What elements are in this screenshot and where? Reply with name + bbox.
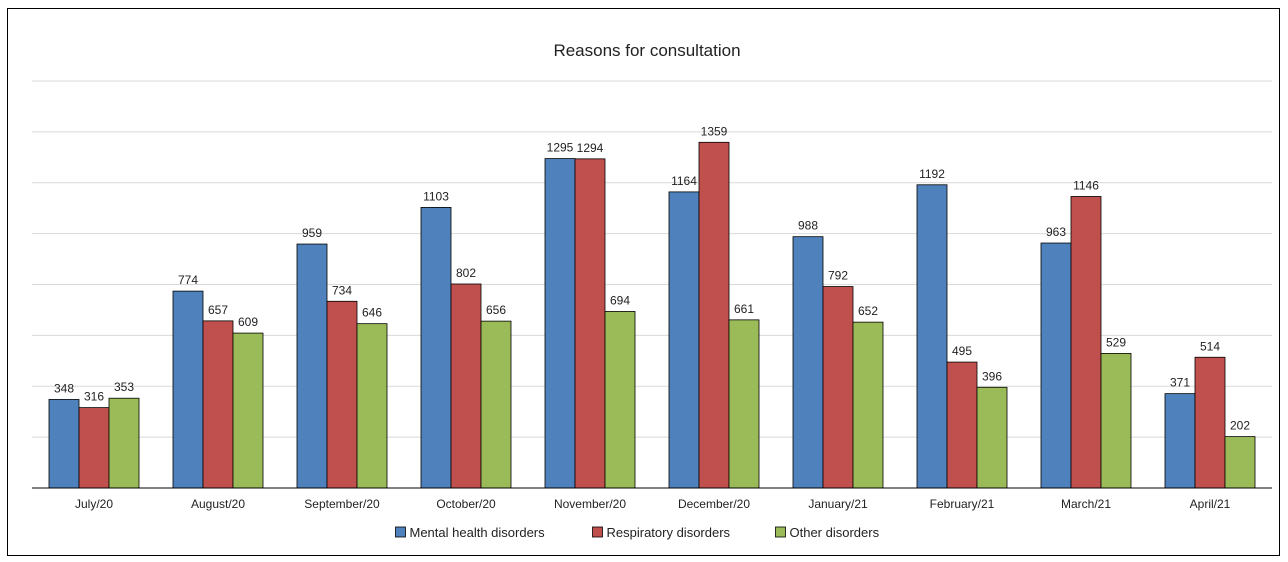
data-label: 348 — [54, 381, 74, 395]
x-tick-label: February/21 — [930, 497, 995, 511]
bar — [792, 236, 824, 489]
bar — [326, 300, 358, 489]
bar — [668, 191, 700, 489]
data-label: 353 — [114, 380, 134, 394]
bar — [1100, 353, 1132, 489]
data-label: 316 — [84, 390, 104, 404]
legend-swatch — [775, 526, 786, 538]
x-tick-label: April/21 — [1190, 497, 1231, 511]
data-label: 1359 — [701, 124, 728, 138]
bar — [1224, 436, 1256, 489]
bar — [1070, 196, 1102, 489]
x-tick-label: November/20 — [554, 497, 626, 511]
bar — [574, 158, 606, 489]
x-tick-label: January/21 — [808, 497, 868, 511]
bar — [356, 323, 388, 489]
bar — [946, 361, 978, 489]
bar — [232, 332, 264, 489]
data-label: 959 — [302, 226, 322, 240]
data-label: 529 — [1106, 335, 1126, 349]
bars — [48, 141, 1256, 489]
bar — [1040, 242, 1072, 489]
data-label: 774 — [178, 273, 198, 287]
x-tick-label: March/21 — [1061, 497, 1111, 511]
x-tick-label: July/20 — [75, 497, 113, 511]
bar — [108, 397, 140, 489]
bar — [544, 158, 576, 489]
data-label: 661 — [734, 302, 754, 316]
x-tick-label: August/20 — [191, 497, 245, 511]
legend-label: Other disorders — [790, 525, 880, 540]
data-label: 1192 — [919, 167, 945, 181]
chart-title: Reasons for consultation — [553, 41, 740, 60]
data-label: 792 — [828, 269, 848, 283]
bar — [1164, 393, 1196, 489]
bar — [420, 207, 452, 489]
data-label: 657 — [208, 303, 228, 317]
x-tick-label: December/20 — [678, 497, 750, 511]
data-label: 963 — [1046, 225, 1066, 239]
legend-swatch — [395, 526, 406, 538]
data-label: 495 — [952, 344, 972, 358]
x-tick-label: September/20 — [304, 497, 380, 511]
legend-swatch — [592, 526, 603, 538]
data-label: 609 — [238, 315, 258, 329]
data-label: 802 — [456, 266, 476, 280]
bar — [172, 290, 204, 489]
data-label: 202 — [1230, 419, 1250, 433]
legend: Mental health disorders Respiratory disor… — [395, 525, 880, 540]
bar — [450, 283, 482, 489]
bar — [48, 399, 80, 489]
data-label: 734 — [332, 283, 352, 297]
data-label: 646 — [362, 306, 382, 320]
x-tick-label: October/20 — [436, 497, 496, 511]
data-labels: 348 316 353 774 657 609 959 734 646 1103 802 656 129… — [54, 124, 1250, 432]
legend-label: Mental health disorders — [410, 525, 546, 540]
bar — [976, 386, 1008, 489]
data-label: 988 — [798, 219, 818, 233]
data-label: 1103 — [423, 189, 449, 203]
data-label: 652 — [858, 304, 878, 318]
bar — [202, 320, 234, 489]
data-label: 656 — [486, 303, 506, 317]
data-label: 371 — [1170, 376, 1190, 390]
data-label: 396 — [982, 369, 1002, 383]
bar — [916, 184, 948, 489]
bar — [852, 321, 884, 489]
x-tick-labels: July/20 August/20 September/20 October/20 No… — [75, 497, 1231, 511]
bar — [296, 243, 328, 489]
data-label: 694 — [610, 293, 630, 307]
data-label: 514 — [1200, 339, 1220, 353]
legend-label: Respiratory disorders — [607, 525, 731, 540]
data-label: 1294 — [577, 141, 604, 155]
bar — [698, 141, 730, 489]
data-label: 1146 — [1073, 178, 1099, 192]
bar — [480, 320, 512, 489]
bar — [78, 407, 110, 489]
bar — [728, 319, 760, 489]
data-label: 1295 — [547, 141, 574, 155]
bar — [604, 311, 636, 489]
bar — [1194, 356, 1226, 489]
bar — [822, 286, 854, 489]
data-label: 1164 — [671, 174, 697, 188]
